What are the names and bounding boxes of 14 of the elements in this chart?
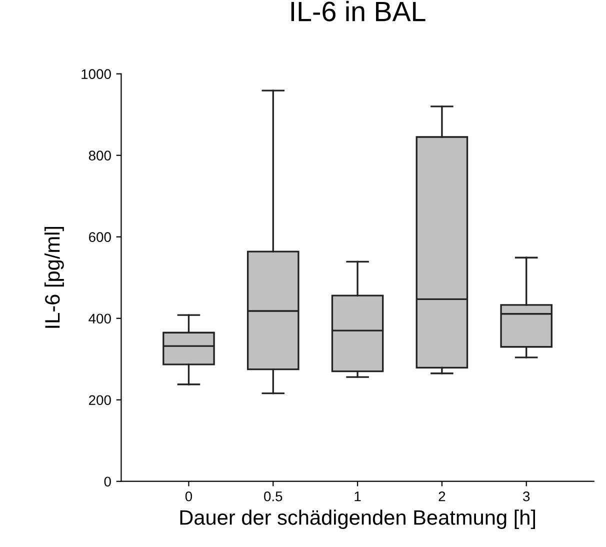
y-tick-label: 200	[89, 395, 111, 406]
chart-title: IL-6 in BAL	[291, 0, 426, 22]
y-tick-label: 1000	[82, 69, 111, 80]
x-tick-label: 3	[523, 491, 530, 502]
x-tick-label: 0.5	[264, 491, 282, 502]
y-tick-label: 600	[89, 232, 111, 242]
y-tick-label: 800	[88, 150, 111, 161]
y-axis-title: IL-6 [pg/ml]	[44, 226, 64, 328]
x-tick-label: 0	[185, 491, 192, 502]
x-tick-label: 2	[438, 491, 446, 502]
y-tick-label: 0	[104, 476, 111, 487]
y-tick-label: 400	[88, 314, 111, 324]
x-axis-title: Dauer der schädigenden Beatmung [h]	[180, 510, 536, 530]
x-tick-label: 1	[354, 492, 361, 502]
